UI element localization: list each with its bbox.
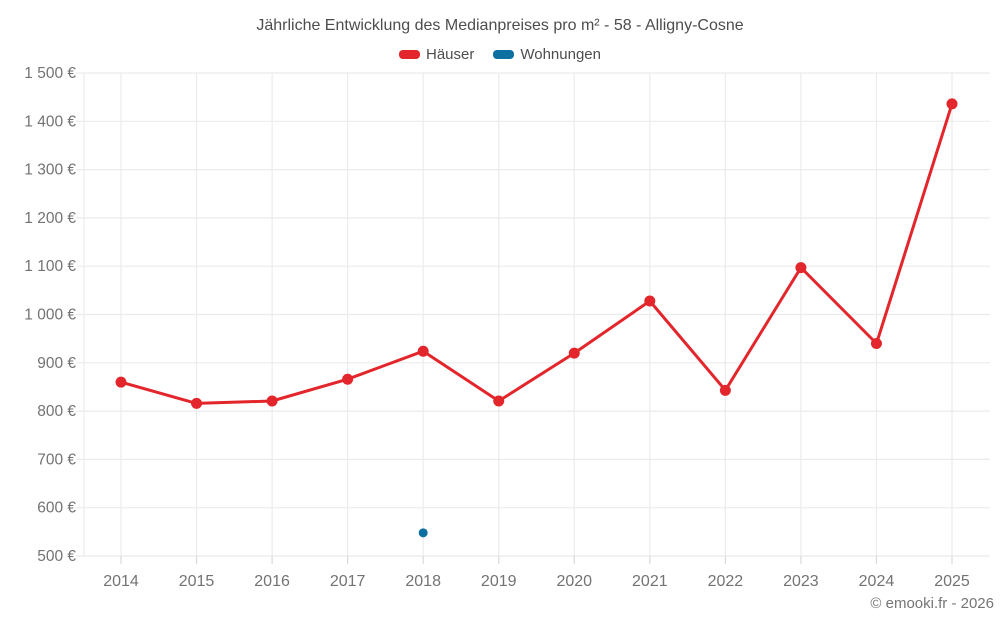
series-line-häuser [119, 102, 954, 405]
point-häuser-2025[interactable] [946, 98, 958, 110]
haeuser-legend-label: Häuser [426, 46, 475, 63]
x-tick-label-2016: 2016 [254, 573, 290, 590]
point-häuser-2016[interactable] [266, 395, 278, 407]
point-häuser-2020[interactable] [568, 347, 580, 359]
point-häuser-2019[interactable] [493, 395, 505, 407]
y-tick-label-1500: 1 500 € [24, 65, 76, 82]
x-tick-label-2022: 2022 [708, 573, 744, 590]
y-tick-label-600: 600 € [37, 500, 76, 517]
y-tick-label-500: 500 € [37, 548, 76, 565]
y-tick-label-900: 900 € [37, 355, 76, 372]
legend: Häuser Wohnungen [0, 46, 1000, 63]
wohnungen-legend-swatch-icon [493, 50, 515, 59]
point-häuser-2017[interactable] [342, 373, 354, 385]
x-tick-label-2015: 2015 [179, 573, 215, 590]
x-tick-label-2021: 2021 [632, 573, 668, 590]
x-tick-label-2025: 2025 [934, 573, 970, 590]
point-häuser-2021[interactable] [644, 295, 656, 307]
y-tick-label-1400: 1 400 € [24, 113, 76, 130]
x-tick-label-2020: 2020 [556, 573, 592, 590]
point-häuser-2015[interactable] [191, 397, 203, 409]
point-häuser-2018[interactable] [417, 345, 429, 357]
wohnungen-legend-label: Wohnungen [520, 46, 601, 63]
y-tick-label-1100: 1 100 € [24, 258, 76, 275]
y-tick-label-1000: 1 000 € [24, 307, 76, 324]
y-tick-label-1300: 1 300 € [24, 162, 76, 179]
x-tick-label-2019: 2019 [481, 573, 517, 590]
x-tick-label-2018: 2018 [405, 573, 441, 590]
point-häuser-2022[interactable] [719, 384, 731, 396]
point-häuser-2024[interactable] [870, 337, 882, 349]
x-tick-label-2017: 2017 [330, 573, 366, 590]
haeuser-legend-swatch-icon [399, 50, 420, 59]
y-tick-label-700: 700 € [37, 451, 76, 468]
x-tick-label-2014: 2014 [103, 573, 139, 590]
x-tick-label-2024: 2024 [859, 573, 895, 590]
y-tick-label-1200: 1 200 € [24, 210, 76, 227]
y-tick-label-800: 800 € [37, 403, 76, 420]
legend-item-wohnungen[interactable]: Wohnungen [493, 46, 601, 63]
point-häuser-2014[interactable] [115, 376, 127, 388]
x-tick-label-2023: 2023 [783, 573, 819, 590]
copyright-text: © emooki.fr - 2026 [870, 595, 994, 612]
point-wohnungen-2018[interactable] [418, 528, 428, 538]
point-häuser-2023[interactable] [795, 262, 807, 274]
chart-title: Jährliche Entwicklung des Medianpreises … [256, 17, 744, 34]
legend-item-haeuser[interactable]: Häuser [399, 46, 474, 63]
